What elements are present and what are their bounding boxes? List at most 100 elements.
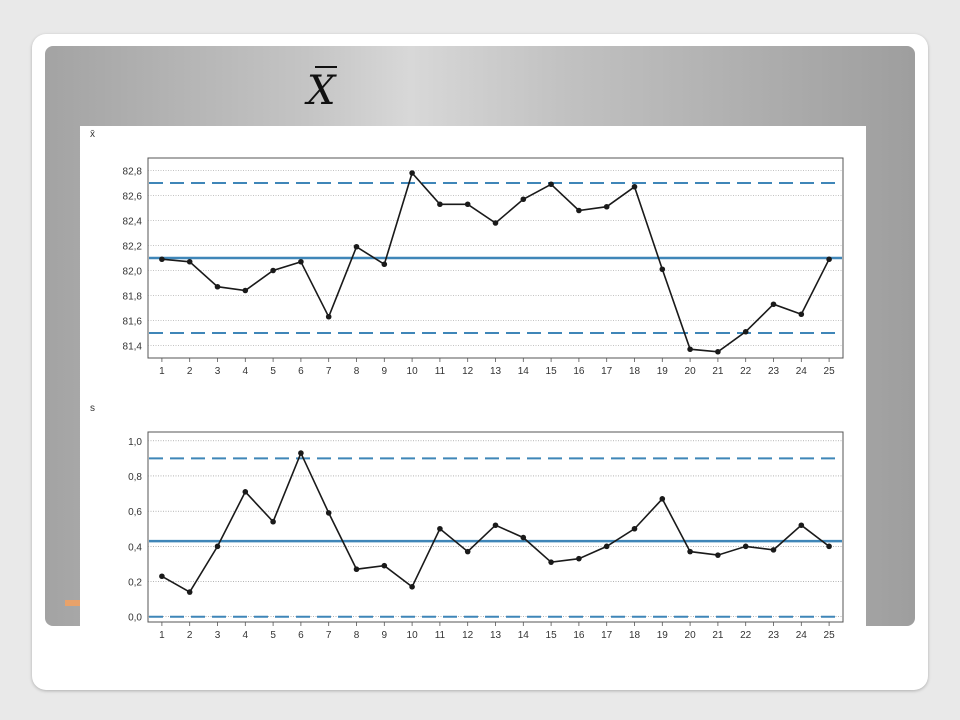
data-point xyxy=(186,258,193,265)
data-point xyxy=(437,201,443,208)
data-point xyxy=(520,196,527,203)
x-tick-label: 11 xyxy=(435,366,446,377)
x-tick-label: 11 xyxy=(435,630,446,641)
s-chart: s1,00,80,60,40,20,01 2 3 4 5 6 7 8 9 10 11 12 13 14 15… xyxy=(90,403,844,641)
x-tick-label: 13 xyxy=(490,366,502,377)
data-point xyxy=(826,543,832,550)
x-tick-label: 24 xyxy=(796,630,808,641)
y-axis-label: s xyxy=(90,403,95,414)
x-tick-label: 9 xyxy=(382,630,388,641)
x-tick-label: 16 xyxy=(573,366,585,377)
data-point xyxy=(548,181,554,188)
x-tick-label: 15 xyxy=(546,366,558,377)
data-point xyxy=(826,256,832,263)
x-tick-label: 7 xyxy=(326,366,332,377)
x-tick-label: 18 xyxy=(629,630,641,641)
y-tick-label: 81,4 xyxy=(123,342,143,353)
x-tick-label: 8 xyxy=(354,630,360,641)
accent-dash xyxy=(65,600,89,606)
x-tick-label: 6 xyxy=(298,630,304,641)
data-point xyxy=(270,518,276,525)
data-point xyxy=(298,450,304,456)
x-tick-label: 19 xyxy=(657,630,669,641)
data-point xyxy=(520,534,527,541)
x-tick-label: 23 xyxy=(768,630,780,641)
xbar-title: X xyxy=(305,62,347,116)
x-tick-label: 22 xyxy=(740,630,752,641)
data-point xyxy=(576,207,582,214)
data-point xyxy=(798,311,805,318)
data-point xyxy=(770,301,777,308)
data-point xyxy=(270,267,276,274)
data-point xyxy=(159,256,165,263)
x-tick-label: 16 xyxy=(573,630,585,641)
x-tick-label: 17 xyxy=(601,630,613,641)
x-tick-label: 23 xyxy=(768,366,780,377)
data-point xyxy=(214,283,221,290)
y-tick-label: 0,0 xyxy=(128,613,142,624)
control-charts: x̄82,882,682,482,282,081,881,681,41 2 3 4 5 6… xyxy=(90,129,844,641)
y-tick-label: 82,4 xyxy=(123,217,143,228)
data-point xyxy=(659,266,666,273)
data-point xyxy=(492,522,499,529)
data-point xyxy=(159,573,165,580)
x-tick-label: 7 xyxy=(326,630,332,641)
data-point xyxy=(242,489,249,495)
x-tick-label: 2 xyxy=(187,366,193,377)
x-tick-label: 14 xyxy=(518,366,530,377)
xbar-title-letter: X xyxy=(307,68,336,114)
x-tick-label: 21 xyxy=(712,630,724,641)
x-tick-label: 17 xyxy=(601,366,613,377)
data-point xyxy=(715,552,721,558)
x-tick-label: 5 xyxy=(270,366,276,377)
x-tick-label: 12 xyxy=(462,630,474,641)
data-point xyxy=(742,543,749,550)
x-tick-label: 15 xyxy=(546,630,558,641)
data-point xyxy=(631,183,638,190)
y-tick-label: 82,6 xyxy=(123,192,143,203)
x-tick-label: 4 xyxy=(243,366,249,377)
chart-scan: x̄ 82,8 82,6 82,4 82,2 82,0 81,8 81,6 81,4 1 2 3 4 5 6… xyxy=(80,126,866,658)
x-tick-label: 5 xyxy=(270,630,276,641)
data-point xyxy=(298,258,304,265)
y-tick-label: 0,4 xyxy=(128,542,142,553)
x-tick-label: 4 xyxy=(243,630,249,641)
xbar-chart: x̄82,882,682,482,282,081,881,681,41 2 3 4 5 6… xyxy=(90,129,844,377)
data-point xyxy=(576,555,582,562)
x-tick-label: 1 xyxy=(159,630,165,641)
y-tick-label: 0,6 xyxy=(128,507,142,518)
data-point xyxy=(464,548,471,555)
data-point xyxy=(603,543,610,550)
data-point xyxy=(548,559,554,565)
x-tick-label: 10 xyxy=(407,630,419,641)
y-axis-label: x̄ xyxy=(90,129,95,140)
data-point xyxy=(353,566,360,573)
data-point xyxy=(715,348,721,355)
data-point xyxy=(659,496,666,502)
x-tick-label: 10 xyxy=(407,366,419,377)
x-tick-label: 22 xyxy=(740,366,752,377)
y-tick-label: 0,8 xyxy=(128,472,142,483)
data-point xyxy=(325,313,332,320)
x-tick-label: 8 xyxy=(354,366,360,377)
data-point xyxy=(353,243,360,250)
x-tick-label: 20 xyxy=(685,366,697,377)
x-tick-label: 21 xyxy=(712,366,724,377)
x-tick-label: 20 xyxy=(685,630,697,641)
y-tick-label: 1,0 xyxy=(128,437,142,448)
xbar-overline xyxy=(315,66,337,68)
x-tick-label: 14 xyxy=(518,630,530,641)
data-point xyxy=(409,170,415,176)
x-tick-label: 13 xyxy=(490,630,502,641)
data-point xyxy=(214,543,221,550)
series-line xyxy=(161,171,830,353)
x-tick-label: 6 xyxy=(298,366,304,377)
data-point xyxy=(437,525,443,532)
y-tick-label: 0,2 xyxy=(128,578,142,589)
y-tick-label: 82,8 xyxy=(123,167,143,178)
x-tick-label: 3 xyxy=(215,366,221,377)
x-tick-label: 2 xyxy=(187,630,193,641)
x-tick-label: 1 xyxy=(159,366,165,377)
x-tick-label: 25 xyxy=(824,366,836,377)
data-point xyxy=(687,346,693,353)
